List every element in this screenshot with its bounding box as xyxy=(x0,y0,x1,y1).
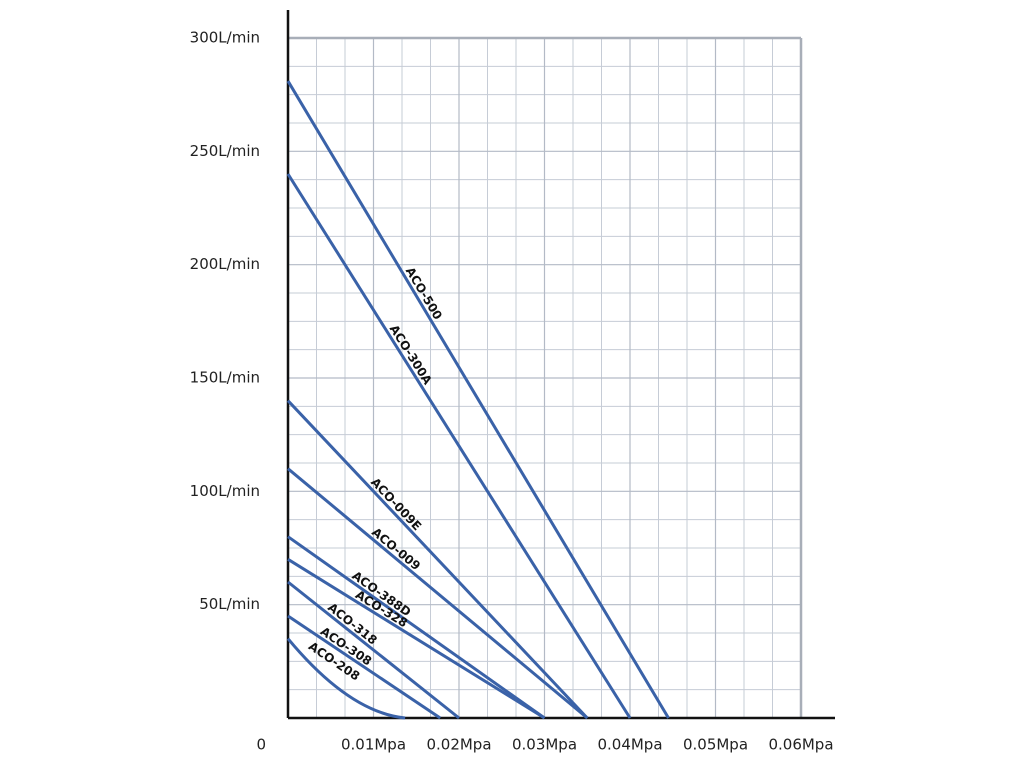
x-tick-label: 0 xyxy=(256,736,266,754)
series-line xyxy=(286,399,589,720)
y-tick-label: 50L/min xyxy=(199,595,260,613)
y-tick-label: 200L/min xyxy=(190,255,260,273)
series-line xyxy=(286,173,632,719)
series-line xyxy=(286,637,406,720)
series-line xyxy=(287,614,442,720)
x-tick-label: 0.05Mpa xyxy=(683,736,748,754)
y-tick-label: 100L/min xyxy=(190,482,260,500)
x-tick-label: 0.03Mpa xyxy=(512,736,577,754)
y-tick-label: 250L/min xyxy=(190,142,260,160)
series-line xyxy=(287,535,546,720)
x-tick-label: 0.04Mpa xyxy=(597,736,662,754)
x-tick-label: 0.06Mpa xyxy=(768,736,833,754)
series-line xyxy=(287,558,546,720)
y-tick-label: 150L/min xyxy=(190,369,260,387)
x-tick-label: 0.01Mpa xyxy=(341,736,406,754)
series-line xyxy=(286,80,670,719)
series-line xyxy=(287,467,589,720)
y-tick-label: 300L/min xyxy=(190,29,260,47)
series-line xyxy=(287,580,460,720)
x-tick-label: 0.02Mpa xyxy=(426,736,491,754)
series-label: ACO-009E xyxy=(368,475,424,533)
